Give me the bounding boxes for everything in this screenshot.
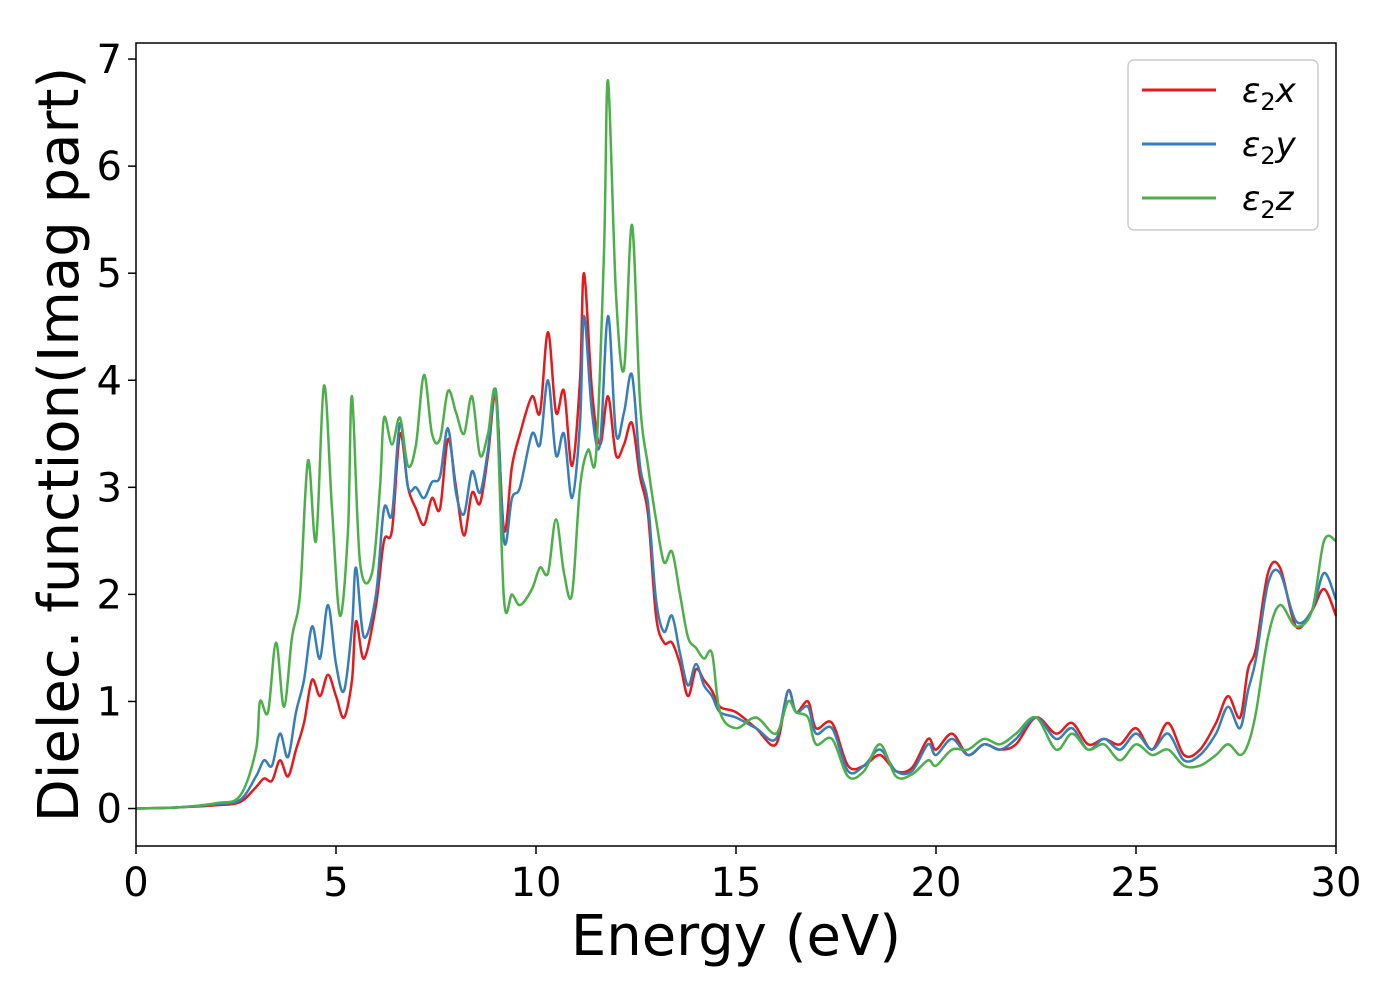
- y-tick-label: 5: [97, 251, 122, 297]
- series-line-y: [135, 314, 1338, 810]
- x-tick-label: 30: [1311, 860, 1362, 906]
- x-axis: 0 5 10 15 20 25 30: [123, 846, 1361, 906]
- x-axis-title: Energy (eV): [571, 904, 901, 969]
- legend-label-y: ε2y: [1242, 125, 1297, 170]
- legend-label-z: ε2z: [1242, 179, 1295, 224]
- series-line-x: [135, 271, 1338, 810]
- y-axis: 0 1 2 3 4 5 6 7: [97, 37, 136, 833]
- y-axis-title: Dielec. function(Imag part): [27, 67, 92, 823]
- x-tick-label: 5: [323, 860, 348, 906]
- series-layer: [135, 79, 1338, 810]
- x-tick-label: 25: [1111, 860, 1162, 906]
- legend-box: [1127, 59, 1319, 231]
- x-tick-label: 10: [511, 860, 562, 906]
- y-tick-label: 4: [97, 358, 122, 404]
- x-tick-label: 15: [711, 860, 762, 906]
- y-tick-label: 0: [97, 787, 122, 833]
- series-line-z: [135, 79, 1337, 810]
- legend-label-x: ε2x: [1242, 71, 1297, 116]
- y-tick-label: 6: [97, 144, 122, 190]
- x-tick-label: 0: [123, 860, 148, 906]
- x-tick-label: 20: [911, 860, 962, 906]
- y-tick-label: 2: [97, 572, 122, 618]
- y-tick-label: 1: [97, 679, 122, 725]
- y-tick-label: 7: [97, 37, 122, 83]
- legend-items: ε2x ε2y ε2z: [1142, 71, 1297, 224]
- y-tick-label: 3: [97, 465, 122, 511]
- legend: ε2x ε2y ε2z: [1127, 59, 1319, 231]
